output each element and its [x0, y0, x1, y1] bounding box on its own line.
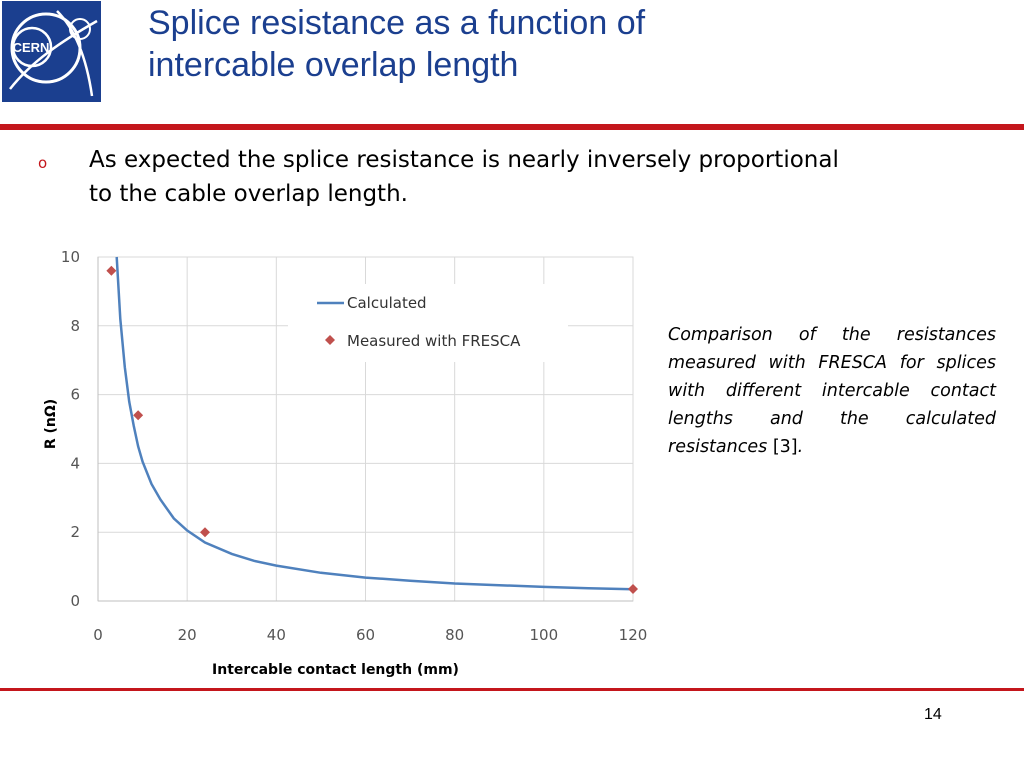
- x-axis-title: Intercable contact length (mm): [212, 662, 459, 678]
- calculated-series-line: [115, 256, 634, 591]
- slide-title-line-2: intercable overlap length: [148, 46, 519, 84]
- measured-point: [628, 583, 638, 594]
- caption-period: .: [797, 437, 804, 457]
- bullet-text: As expected the splice resistance is nea…: [89, 147, 839, 207]
- caption-text: Comparison of the resistances measured w…: [668, 325, 996, 457]
- measured-point: [200, 527, 210, 538]
- cern-logo-text: CERN: [13, 40, 50, 55]
- legend-label-calculated: Calculated: [347, 294, 427, 312]
- slide-title: Splice resistance as a function of inter…: [148, 2, 848, 86]
- legend-box: [288, 284, 568, 362]
- y-tick-label: 2: [70, 523, 80, 541]
- chart-svg: 0 20 40 60 80 100 120 0 2 4 6 8 10 Intercable contact…: [43, 248, 648, 678]
- figure-caption: Comparison of the resistances measured w…: [668, 321, 996, 461]
- y-tick-label: 8: [70, 317, 80, 335]
- slide-title-line-1: Splice resistance as a function of: [148, 4, 646, 42]
- caption-reference: [3]: [772, 437, 798, 457]
- legend-label-measured: Measured with FRESCA: [347, 332, 521, 350]
- y-tick-label: 10: [61, 248, 80, 266]
- bullet-marker: o: [38, 154, 48, 172]
- y-axis-title: R (nΩ): [43, 399, 59, 449]
- x-tick-label: 80: [445, 626, 464, 644]
- x-tick-label: 100: [530, 626, 559, 644]
- page-number: 14: [924, 706, 942, 723]
- x-tick-label: 120: [619, 626, 648, 644]
- cern-logo-graphic: CERN: [9, 10, 98, 97]
- header-divider: [0, 124, 1024, 130]
- x-tick-label: 20: [178, 626, 197, 644]
- footer-divider: [0, 688, 1024, 691]
- measured-point: [106, 265, 117, 276]
- x-tick-label: 0: [93, 626, 103, 644]
- cern-logo: CERN: [2, 1, 101, 102]
- x-tick-label: 40: [267, 626, 286, 644]
- y-tick-label: 6: [70, 386, 80, 404]
- legend-diamond-swatch: [325, 335, 335, 345]
- resistance-chart: 0 20 40 60 80 100 120 0 2 4 6 8 10 Intercable contact…: [30, 240, 665, 680]
- y-tick-label: 4: [70, 454, 80, 472]
- measured-point: [133, 410, 144, 421]
- y-tick-label: 0: [70, 592, 80, 610]
- x-tick-label: 60: [356, 626, 375, 644]
